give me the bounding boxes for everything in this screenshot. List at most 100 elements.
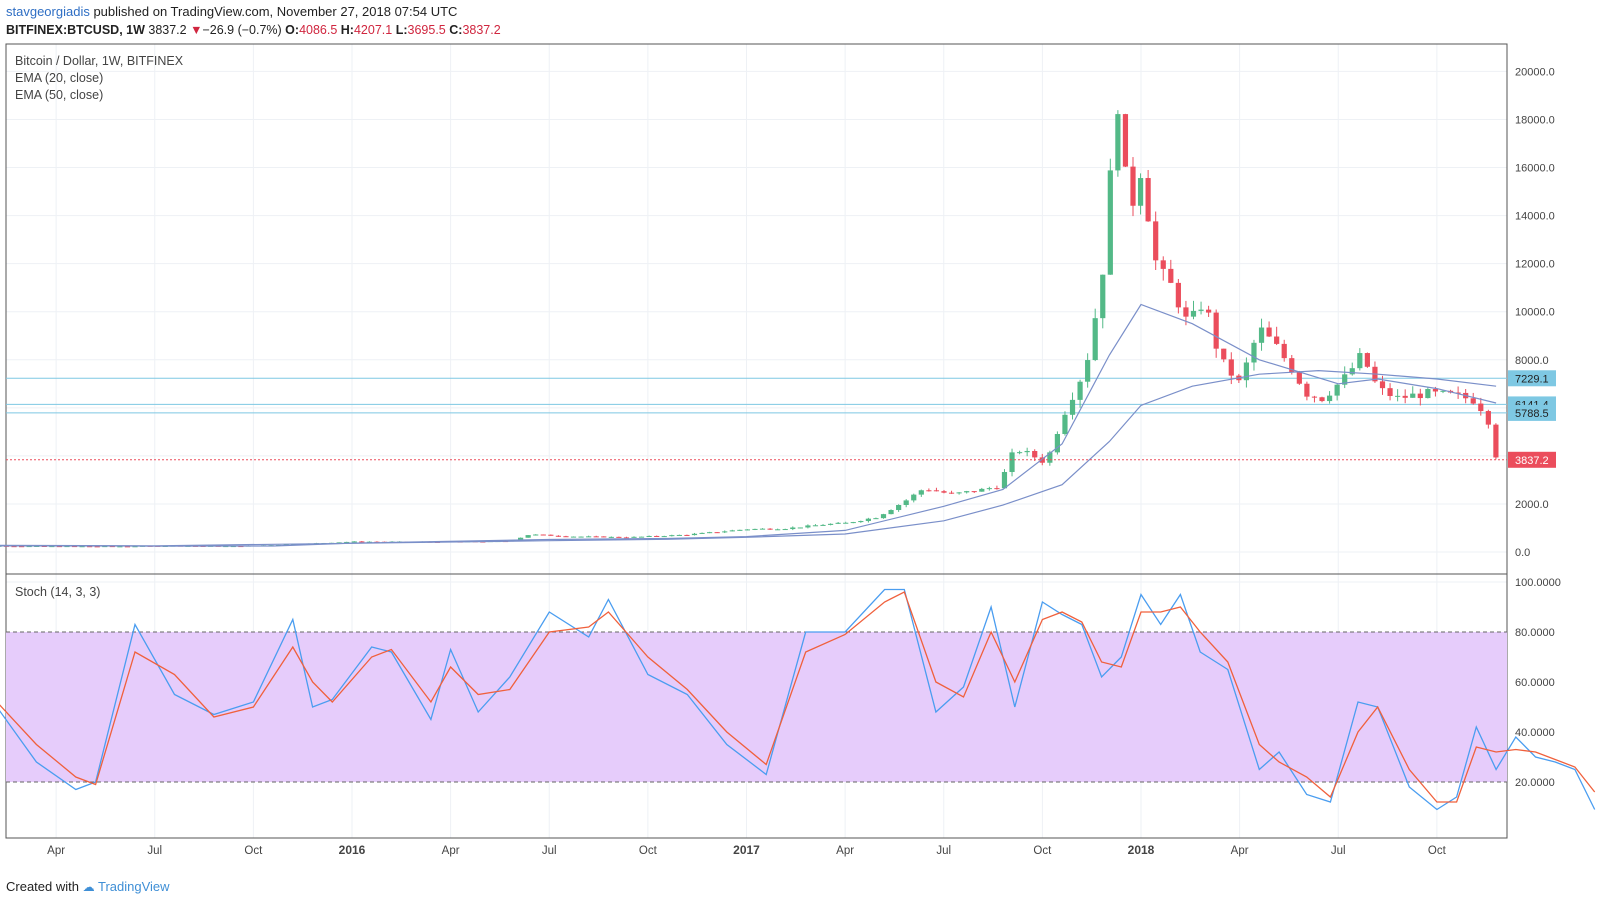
price-tick-label: 0.0	[1515, 547, 1530, 559]
candle-body	[1024, 450, 1030, 453]
candle-body	[1304, 383, 1310, 397]
candle-body	[850, 522, 856, 524]
candle-body	[601, 536, 607, 538]
candle-body	[661, 536, 667, 538]
x-tick-label: Oct	[244, 845, 263, 857]
candle-body	[1153, 221, 1159, 261]
candle-body	[1266, 327, 1272, 337]
candle-body	[941, 491, 947, 493]
candle-body	[1319, 397, 1325, 402]
candle-body	[1145, 178, 1151, 222]
stoch-tick-label: 60.0000	[1515, 677, 1555, 689]
candle-body	[56, 546, 63, 548]
candle-body	[797, 527, 803, 529]
candle-body	[124, 546, 131, 548]
symbol-label: BITFINEX:BTCUSD, 1W	[6, 23, 145, 37]
level-tag-label: 5788.5	[1515, 408, 1549, 420]
low-label: L:	[395, 23, 408, 37]
candle-body	[1425, 389, 1431, 399]
candle-body	[812, 525, 819, 527]
price-tick-label: 2000.0	[1515, 499, 1549, 511]
candle-body	[1402, 395, 1408, 398]
candle-body	[1100, 274, 1106, 319]
candle-body	[87, 546, 93, 548]
candle-body	[759, 528, 766, 530]
candle-body	[26, 546, 32, 548]
candle-body	[1387, 388, 1393, 396]
candle-body	[1493, 424, 1499, 458]
candle-body	[888, 510, 894, 515]
created-with-text: Created with	[6, 879, 79, 894]
high-value: 4207.1	[353, 23, 393, 37]
candle-body	[926, 490, 932, 492]
candle-body	[744, 529, 751, 531]
tradingview-link[interactable]: TradingView	[98, 879, 170, 894]
price-tick-label: 10000.0	[1515, 307, 1555, 319]
candle-body	[570, 536, 577, 538]
candle-body	[555, 535, 562, 537]
price-tick-label: 16000.0	[1515, 163, 1555, 175]
candle-body	[1281, 343, 1287, 359]
candle-body	[911, 494, 917, 501]
ema-line	[0, 303, 1497, 547]
price-tick-label: 18000.0	[1515, 114, 1555, 126]
candle-body	[608, 536, 614, 538]
ema20-legend: EMA (20, close)	[15, 71, 103, 85]
high-label: H:	[340, 23, 354, 37]
candle-body	[1009, 452, 1015, 472]
candle-body	[767, 528, 773, 530]
candle-body	[1054, 433, 1060, 453]
candle-body	[827, 523, 834, 525]
tradingview-logo-icon: ☁	[82, 880, 95, 894]
candle-body	[903, 500, 909, 505]
price-tick-label: 12000.0	[1515, 259, 1555, 271]
open-label: O:	[285, 23, 300, 37]
candle-body	[563, 536, 569, 538]
candle-body	[1296, 372, 1302, 384]
candle-body	[896, 504, 902, 511]
candle-body	[1092, 318, 1098, 361]
last-price-tag-label: 3837.2	[1515, 455, 1549, 467]
candle-body	[669, 535, 675, 537]
level-tag-label: 7229.1	[1515, 373, 1549, 385]
candle-body	[1440, 390, 1446, 392]
candle-body	[994, 488, 1000, 490]
candle-body	[782, 529, 788, 531]
candle-body	[1274, 336, 1280, 344]
candle-body	[1115, 114, 1121, 171]
candle-body	[586, 536, 592, 538]
author-link[interactable]: stavgeorgiadis	[6, 4, 90, 19]
candle-body	[1258, 327, 1265, 343]
candle-body	[858, 521, 864, 523]
candle-body	[1326, 395, 1333, 402]
candle-body	[638, 536, 645, 538]
candle-body	[11, 546, 17, 548]
level-tag	[1508, 404, 1556, 421]
x-tick-label: 2017	[733, 843, 760, 857]
candle-body	[593, 536, 599, 538]
price-tick-label: 20000.0	[1515, 66, 1555, 78]
candle-body	[1085, 360, 1091, 382]
candle-body	[1160, 260, 1166, 269]
candle-body	[835, 522, 841, 524]
candle-body	[1130, 166, 1136, 206]
candle-body	[1432, 389, 1439, 392]
stoch-line	[0, 591, 1596, 803]
x-tick-label: Apr	[1231, 845, 1249, 857]
candle-body	[1342, 374, 1348, 385]
candle-body	[1364, 353, 1370, 367]
stoch-tick-label: 40.0000	[1515, 727, 1555, 739]
x-tick-label: Apr	[47, 845, 65, 857]
candle-body	[714, 532, 720, 534]
candle-body	[752, 528, 758, 530]
candle-body	[918, 490, 924, 495]
candle-body	[1379, 381, 1386, 389]
candle-body	[1289, 358, 1295, 373]
candle-body	[1455, 392, 1461, 394]
candle-body	[707, 532, 713, 534]
stoch-pane	[0, 588, 1596, 811]
candle-body	[775, 529, 781, 531]
low-value: 3695.5	[407, 23, 446, 37]
candle-body	[737, 529, 743, 531]
